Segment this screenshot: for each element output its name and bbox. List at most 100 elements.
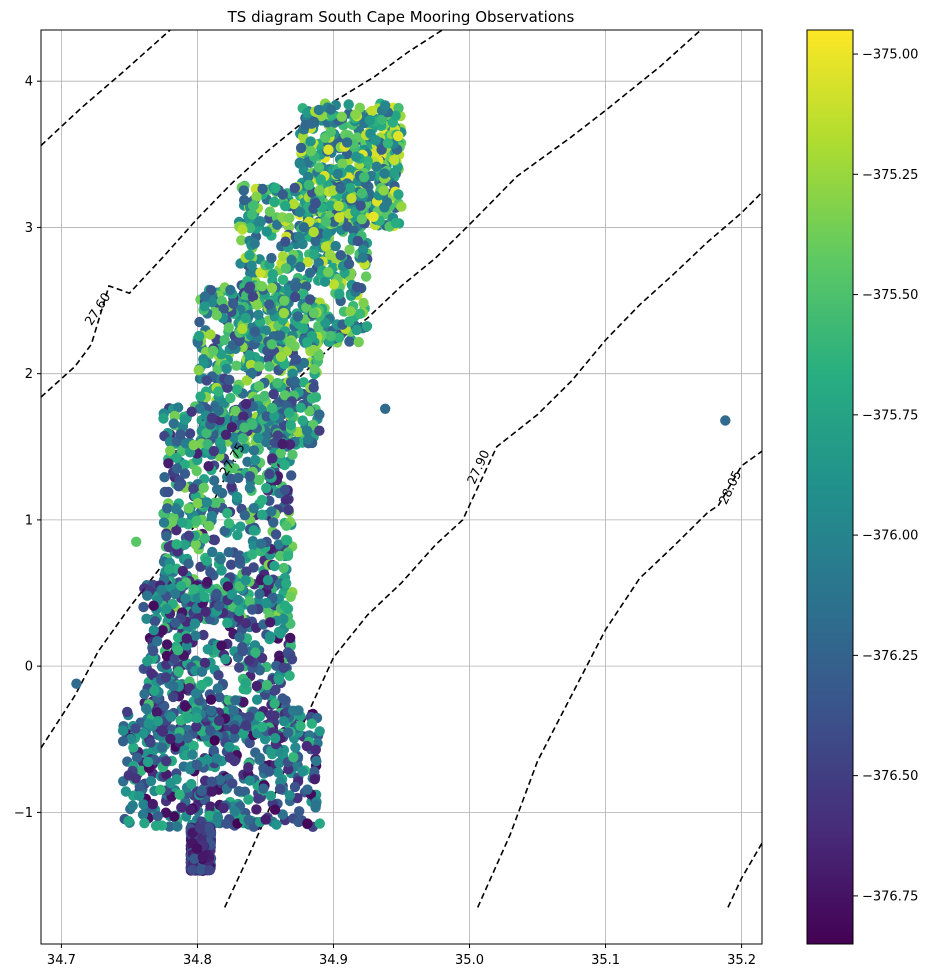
data-point	[145, 775, 157, 787]
data-point	[212, 812, 224, 823]
data-point	[227, 298, 239, 309]
data-point	[308, 307, 320, 319]
data-point	[205, 828, 217, 839]
data-point	[238, 411, 249, 422]
data-point	[305, 136, 316, 147]
data-point	[158, 517, 170, 528]
y-tick-label: −1	[14, 806, 33, 821]
data-point	[273, 539, 284, 550]
data-point	[310, 198, 321, 209]
data-point	[261, 597, 272, 609]
data-point	[222, 382, 233, 393]
data-point	[211, 753, 222, 764]
data-point	[261, 411, 272, 422]
data-point	[295, 402, 306, 413]
data-point	[190, 688, 202, 699]
data-point	[170, 617, 181, 629]
data-point	[239, 422, 250, 433]
data-point	[251, 804, 262, 815]
data-point	[300, 119, 311, 131]
data-point	[177, 565, 188, 577]
data-point	[230, 440, 241, 451]
data-point	[239, 194, 250, 206]
data-point	[286, 654, 298, 665]
data-point	[264, 299, 275, 310]
data-point	[258, 783, 269, 794]
data-point	[216, 295, 227, 307]
data-point	[310, 392, 322, 403]
data-point	[191, 721, 202, 732]
data-point	[231, 360, 242, 371]
data-point	[351, 324, 362, 336]
data-point	[277, 274, 289, 285]
data-point	[180, 593, 191, 604]
data-point	[199, 657, 211, 669]
data-point	[203, 461, 214, 472]
data-point	[334, 212, 345, 223]
data-point	[352, 235, 363, 247]
data-point	[202, 644, 213, 655]
data-point	[214, 691, 225, 703]
data-point	[314, 726, 325, 737]
data-point	[267, 269, 278, 280]
data-point	[370, 135, 381, 146]
data-point	[231, 491, 243, 503]
data-point	[380, 100, 391, 111]
data-point	[244, 655, 255, 666]
data-point	[239, 510, 250, 521]
data-point	[196, 666, 208, 677]
data-point	[390, 217, 402, 229]
data-point	[218, 802, 229, 814]
data-point	[184, 428, 196, 439]
data-point	[188, 740, 199, 752]
data-point	[207, 546, 218, 558]
data-point	[266, 339, 277, 350]
contour-label: 27.90	[464, 447, 493, 486]
data-point	[275, 351, 287, 362]
data-point	[207, 296, 218, 308]
data-point	[277, 251, 289, 262]
data-point	[285, 419, 296, 431]
contour-line	[41, 30, 171, 147]
data-point	[135, 765, 147, 776]
data-point	[212, 683, 224, 694]
data-point	[224, 463, 236, 474]
data-point	[152, 811, 163, 822]
data-point	[140, 703, 152, 714]
data-point	[151, 707, 163, 718]
data-point	[252, 432, 264, 444]
data-point	[257, 183, 268, 195]
data-point	[211, 588, 222, 600]
data-point	[277, 809, 288, 820]
data-point	[183, 530, 195, 541]
data-point	[163, 486, 174, 498]
data-point	[284, 439, 296, 450]
data-point	[344, 244, 355, 255]
data-point	[194, 822, 206, 834]
data-point	[284, 790, 296, 801]
data-point	[295, 720, 306, 732]
data-point	[155, 784, 166, 795]
data-point	[256, 494, 268, 506]
data-point	[122, 706, 133, 718]
data-point	[280, 263, 292, 274]
data-point	[206, 776, 217, 787]
contour-line	[727, 842, 762, 908]
scatter-points	[71, 98, 731, 876]
data-point	[269, 698, 280, 709]
data-point	[125, 733, 137, 745]
data-point	[350, 109, 361, 120]
data-point	[333, 332, 345, 343]
data-point	[319, 276, 331, 287]
data-point	[325, 104, 337, 115]
data-point	[255, 538, 267, 549]
y-tick-label: 2	[25, 367, 33, 382]
data-point	[286, 254, 297, 266]
data-point	[127, 800, 138, 811]
data-point	[272, 430, 283, 441]
data-point	[160, 807, 172, 818]
data-point	[379, 202, 390, 213]
data-point	[325, 200, 336, 211]
data-point	[234, 554, 245, 565]
data-point	[215, 554, 226, 565]
